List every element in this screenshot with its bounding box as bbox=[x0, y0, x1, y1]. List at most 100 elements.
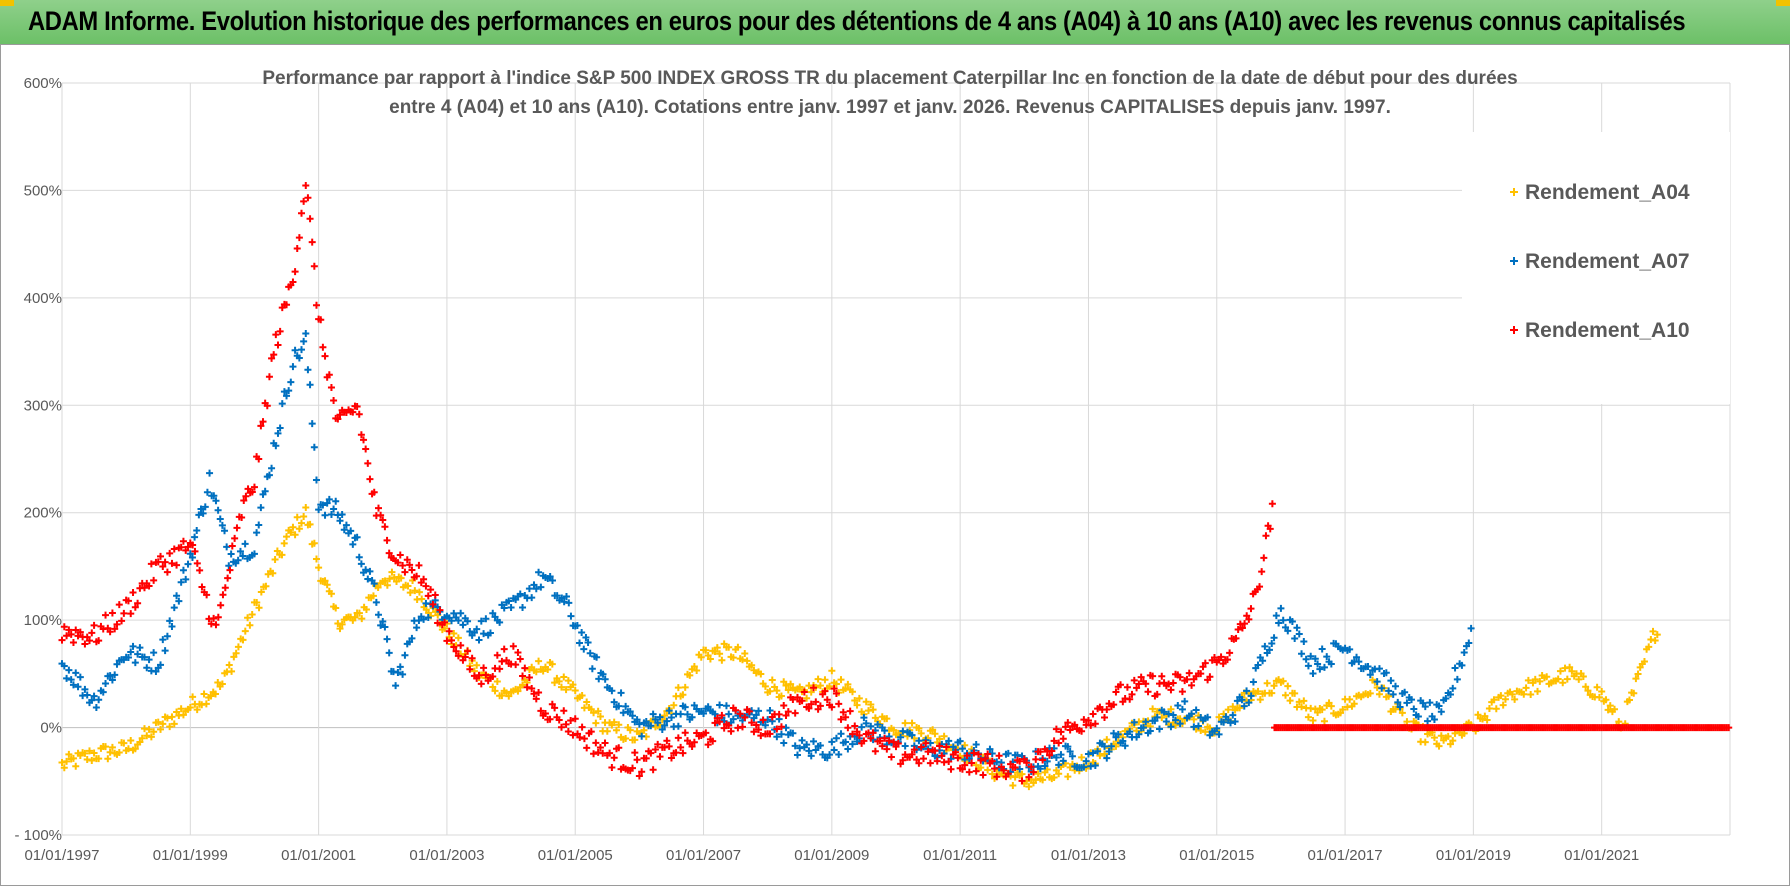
point-Rendement_A10 bbox=[535, 689, 543, 697]
point-Rendement_A04 bbox=[901, 719, 909, 727]
point-Rendement_A07 bbox=[201, 503, 209, 511]
x-tick-label: 01/01/2021 bbox=[1564, 847, 1639, 864]
point-Rendement_A07 bbox=[1327, 660, 1335, 668]
point-Rendement_A07 bbox=[656, 713, 664, 721]
point-Rendement_A04 bbox=[725, 643, 733, 651]
point-Rendement_A07 bbox=[789, 729, 797, 737]
point-Rendement_A04 bbox=[1149, 705, 1157, 713]
point-Rendement_A07 bbox=[210, 492, 218, 500]
point-Rendement_A04 bbox=[1611, 705, 1619, 713]
point-Rendement_A10 bbox=[995, 752, 1003, 760]
point-Rendement_A10 bbox=[601, 739, 609, 747]
point-Rendement_A07 bbox=[166, 617, 174, 625]
point-Rendement_A10 bbox=[493, 651, 501, 659]
point-Rendement_A07 bbox=[1041, 762, 1049, 770]
point-Rendement_A07 bbox=[791, 742, 799, 750]
point-Rendement_A07 bbox=[500, 604, 508, 612]
point-Rendement_A07 bbox=[1426, 699, 1434, 707]
point-Rendement_A07 bbox=[1373, 678, 1381, 686]
point-Rendement_A10 bbox=[364, 459, 372, 467]
point-Rendement_A07 bbox=[184, 560, 192, 568]
point-Rendement_A07 bbox=[283, 392, 291, 400]
point-Rendement_A04 bbox=[1043, 765, 1051, 773]
x-tick-label: 01/01/2009 bbox=[794, 847, 869, 864]
point-Rendement_A10 bbox=[379, 516, 387, 524]
point-Rendement_A07 bbox=[67, 676, 75, 684]
point-Rendement_A10 bbox=[434, 619, 442, 627]
point-Rendement_A10 bbox=[268, 354, 276, 362]
point-Rendement_A04 bbox=[1103, 736, 1111, 744]
point-Rendement_A04 bbox=[697, 653, 705, 661]
point-Rendement_A10 bbox=[1226, 649, 1234, 657]
point-Rendement_A10 bbox=[173, 561, 181, 569]
point-Rendement_A10 bbox=[830, 685, 838, 693]
y-tick-label: 100% bbox=[24, 612, 62, 629]
point-Rendement_A04 bbox=[393, 577, 401, 585]
point-Rendement_A10 bbox=[422, 582, 430, 590]
point-Rendement_A04 bbox=[670, 701, 678, 709]
point-Rendement_A07 bbox=[595, 675, 603, 683]
point-Rendement_A10 bbox=[979, 771, 987, 779]
point-Rendement_A07 bbox=[844, 745, 852, 753]
point-Rendement_A07 bbox=[1084, 750, 1092, 758]
point-Rendement_A04 bbox=[869, 706, 877, 714]
point-Rendement_A10 bbox=[81, 640, 89, 648]
point-Rendement_A07 bbox=[1346, 645, 1354, 653]
point-Rendement_A07 bbox=[956, 737, 964, 745]
point-Rendement_A04 bbox=[1595, 693, 1603, 701]
point-Rendement_A07 bbox=[385, 649, 393, 657]
point-Rendement_A10 bbox=[1084, 716, 1092, 724]
point-Rendement_A10 bbox=[720, 724, 728, 732]
point-Rendement_A07 bbox=[72, 669, 80, 677]
point-Rendement_A07 bbox=[1188, 710, 1196, 718]
point-Rendement_A07 bbox=[1265, 646, 1273, 654]
point-Rendement_A04 bbox=[862, 698, 870, 706]
point-Rendement_A04 bbox=[1437, 732, 1445, 740]
point-Rendement_A07 bbox=[323, 499, 331, 507]
point-Rendement_A10 bbox=[1018, 777, 1026, 785]
point-Rendement_A10 bbox=[887, 753, 895, 761]
point-Rendement_A07 bbox=[69, 681, 77, 689]
point-Rendement_A10 bbox=[938, 752, 946, 760]
point-Rendement_A07 bbox=[1449, 684, 1457, 692]
point-Rendement_A07 bbox=[1169, 711, 1177, 719]
point-Rendement_A10 bbox=[385, 549, 393, 557]
point-Rendement_A07 bbox=[161, 647, 169, 655]
point-Rendement_A07 bbox=[379, 617, 387, 625]
point-Rendement_A04 bbox=[115, 748, 123, 756]
point-Rendement_A04 bbox=[212, 690, 220, 698]
point-Rendement_A04 bbox=[796, 683, 804, 691]
point-Rendement_A10 bbox=[1268, 500, 1276, 508]
point-Rendement_A10 bbox=[945, 757, 953, 765]
point-Rendement_A07 bbox=[1284, 627, 1292, 635]
point-Rendement_A04 bbox=[154, 718, 162, 726]
point-Rendement_A07 bbox=[489, 609, 497, 617]
point-Rendement_A10 bbox=[651, 746, 659, 754]
point-Rendement_A04 bbox=[1499, 701, 1507, 709]
point-Rendement_A10 bbox=[88, 629, 96, 637]
point-Rendement_A04 bbox=[1403, 718, 1411, 726]
point-Rendement_A07 bbox=[392, 682, 400, 690]
point-Rendement_A10 bbox=[396, 551, 404, 559]
point-Rendement_A07 bbox=[131, 659, 139, 667]
point-Rendement_A07 bbox=[1430, 715, 1438, 723]
point-Rendement_A07 bbox=[191, 533, 199, 541]
point-Rendement_A04 bbox=[298, 519, 306, 527]
point-Rendement_A07 bbox=[1249, 678, 1257, 686]
point-Rendement_A10 bbox=[587, 728, 595, 736]
point-Rendement_A04 bbox=[1520, 690, 1528, 698]
point-Rendement_A07 bbox=[88, 696, 96, 704]
point-Rendement_A07 bbox=[1316, 665, 1324, 673]
point-Rendement_A04 bbox=[280, 539, 288, 547]
point-Rendement_A10 bbox=[452, 647, 460, 655]
point-Rendement_A04 bbox=[1101, 750, 1108, 758]
point-Rendement_A10 bbox=[1130, 676, 1138, 684]
point-Rendement_A04 bbox=[832, 680, 840, 688]
point-Rendement_A04 bbox=[674, 684, 682, 692]
point-Rendement_A07 bbox=[700, 710, 708, 718]
point-Rendement_A10 bbox=[972, 767, 980, 775]
point-Rendement_A04 bbox=[1566, 663, 1574, 671]
point-Rendement_A07 bbox=[1055, 761, 1063, 769]
point-Rendement_A07 bbox=[1259, 657, 1267, 665]
point-Rendement_A07 bbox=[212, 497, 220, 505]
